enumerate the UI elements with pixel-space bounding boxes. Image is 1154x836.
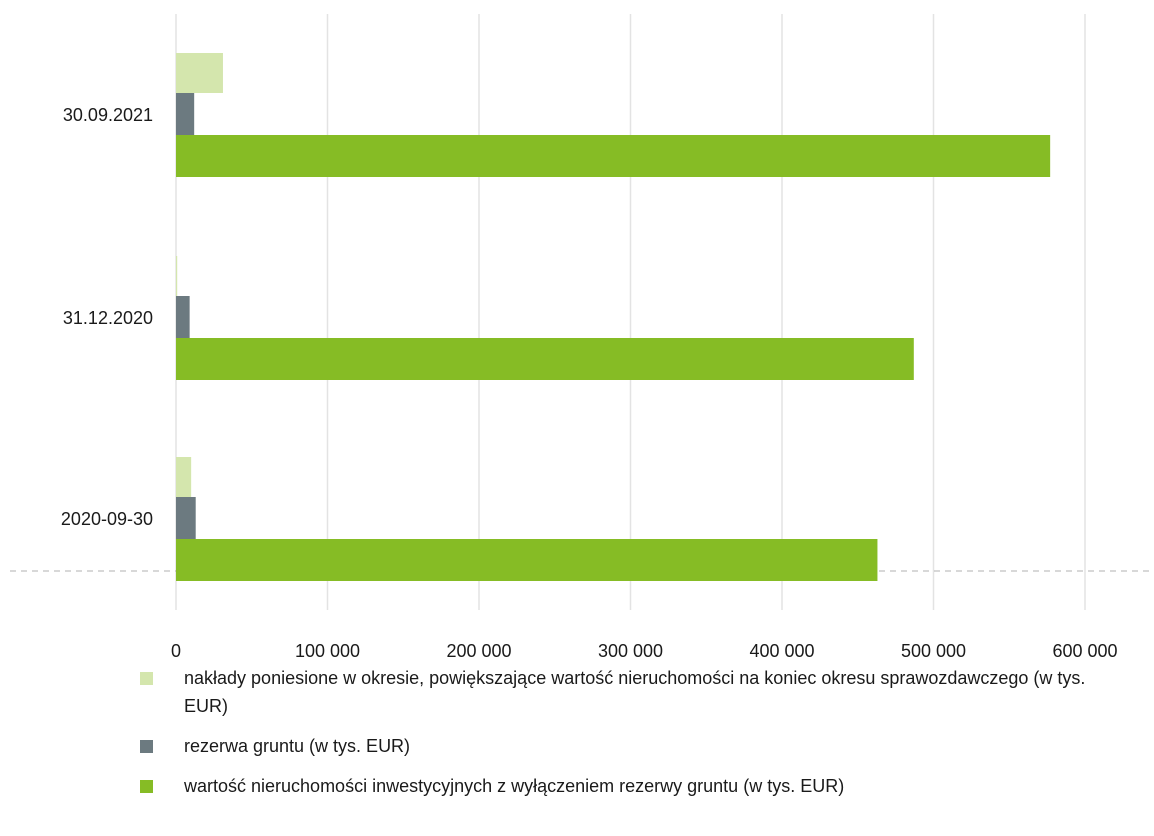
bar	[176, 457, 192, 497]
legend-label: rezerwa gruntu (w tys. EUR)	[184, 736, 411, 756]
legend-item-investment-value: wartość nieruchomości inwestycyjnych z w…	[140, 772, 1100, 800]
bar	[176, 135, 1051, 177]
category-label: 30.09.2021	[63, 105, 153, 125]
bar	[176, 296, 190, 338]
x-tick-label: 100 000	[295, 641, 360, 660]
legend: nakłady poniesione w okresie, powiększaj…	[140, 664, 1100, 812]
bar	[176, 539, 878, 581]
chart-area: 30.09.2021 31.12.2020 2020-09-30 0 100 000 2…	[10, 14, 1154, 660]
bar	[176, 93, 195, 135]
x-tick-label: 500 000	[901, 641, 966, 660]
legend-item-expenditures: nakłady poniesione w okresie, powiększaj…	[140, 664, 1100, 720]
bars	[176, 53, 1051, 581]
gridlines	[175, 14, 1086, 610]
x-tick-label: 300 000	[598, 641, 663, 660]
category-label: 31.12.2020	[63, 308, 153, 328]
x-tick-labels: 0 100 000 200 000 300 000 400 000 500 000 600 …	[171, 641, 1118, 660]
legend-label: nakłady poniesione w okresie, powiększaj…	[184, 668, 1086, 716]
x-tick-label: 600 000	[1052, 641, 1117, 660]
legend-swatch	[140, 672, 153, 685]
bar	[176, 497, 196, 539]
bar	[176, 256, 178, 296]
category-label: 2020-09-30	[61, 509, 153, 529]
legend-label: wartość nieruchomości inwestycyjnych z w…	[184, 776, 845, 796]
legend-swatch	[140, 780, 153, 793]
x-tick-label: 0	[171, 641, 181, 660]
legend-item-land-reserve: rezerwa gruntu (w tys. EUR)	[140, 732, 1100, 760]
legend-swatch	[140, 740, 153, 753]
category-labels: 30.09.2021 31.12.2020 2020-09-30	[61, 105, 153, 529]
bar	[176, 338, 914, 380]
x-tick-label: 200 000	[446, 641, 511, 660]
bar	[176, 53, 223, 93]
x-tick-label: 400 000	[749, 641, 814, 660]
